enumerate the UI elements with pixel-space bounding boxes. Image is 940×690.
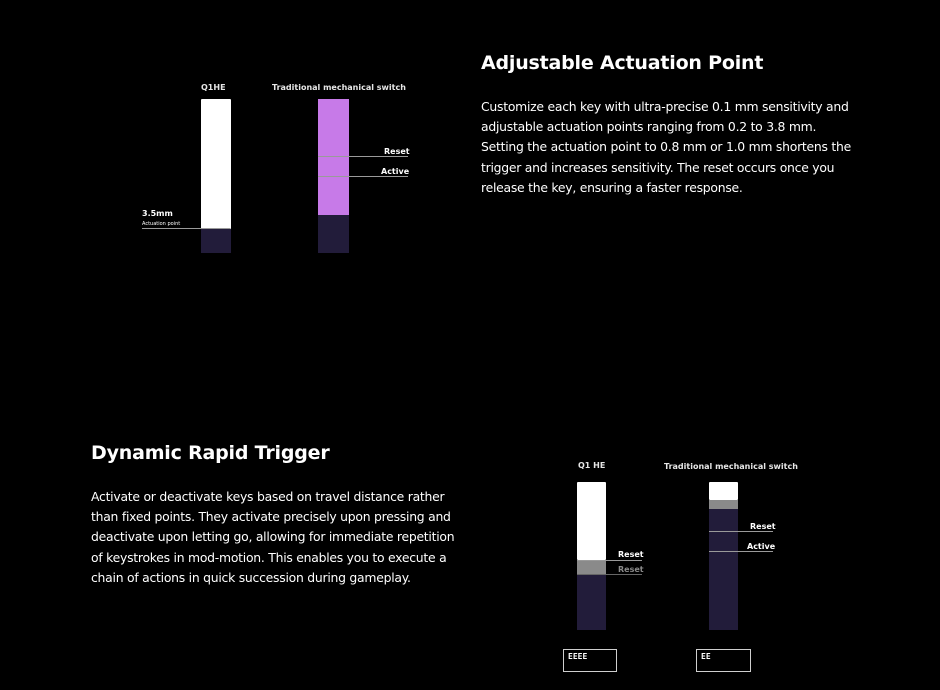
- q1he-key-pressed: [201, 229, 231, 253]
- actuation-depth-label: 3.5mm: [142, 209, 173, 218]
- traditional-reset-label: Reset: [750, 522, 776, 531]
- q1he-output-box: EEEE: [563, 649, 617, 672]
- q1he-output-text: EEEE: [568, 652, 588, 661]
- actuation-description: Customize each key with ultra-precise 0.…: [481, 99, 851, 195]
- traditional-switch-column-label: Traditional mechanical switch: [272, 83, 406, 92]
- traditional-active-label: Active: [747, 542, 776, 551]
- traditional-switch-column-label-2: Traditional mechanical switch: [664, 462, 798, 471]
- traditional-key-bar: [318, 99, 349, 253]
- q1he-rapid-key-unpressed: [577, 482, 606, 560]
- traditional-key-purple: [318, 99, 349, 215]
- rapid-trigger-description: Activate or deactivate keys based on tra…: [91, 489, 455, 585]
- traditional-key-dark: [318, 215, 349, 253]
- q1he-column-label: Q1HE: [201, 83, 226, 92]
- traditional-rapid-key-unpressed: [709, 482, 738, 500]
- q1he-column-label-2: Q1 HE: [578, 461, 606, 470]
- traditional-active-line: [709, 551, 773, 552]
- traditional-rapid-key-pressed: [709, 509, 738, 630]
- q1he-rapid-key-bar: [577, 482, 606, 630]
- q1he-reset-label-1: Reset: [618, 550, 644, 559]
- actuation-heading: Adjustable Actuation Point: [481, 52, 764, 74]
- q1he-rapid-key-pressed: [577, 574, 606, 630]
- q1he-key-bar: [201, 99, 231, 253]
- traditional-output-text: EE: [701, 652, 711, 661]
- active-label: Active: [381, 167, 410, 176]
- q1he-key-unpressed: [201, 99, 231, 229]
- actuation-point-line: [142, 228, 230, 229]
- q1he-reset-line-2: [577, 574, 642, 575]
- q1he-reset-line-1: [577, 560, 642, 561]
- q1he-rapid-reset-band: [577, 560, 606, 574]
- rapid-trigger-heading: Dynamic Rapid Trigger: [91, 442, 330, 464]
- q1he-reset-label-2: Reset: [618, 565, 644, 574]
- actuation-point-label: Actuation point: [142, 221, 181, 227]
- traditional-rapid-key-bar: [709, 482, 738, 630]
- reset-line: [318, 156, 408, 157]
- reset-label: Reset: [384, 147, 410, 156]
- traditional-reset-line: [709, 531, 773, 532]
- active-line: [318, 176, 408, 177]
- traditional-rapid-gray-band: [709, 500, 738, 509]
- traditional-output-box: EE: [696, 649, 751, 672]
